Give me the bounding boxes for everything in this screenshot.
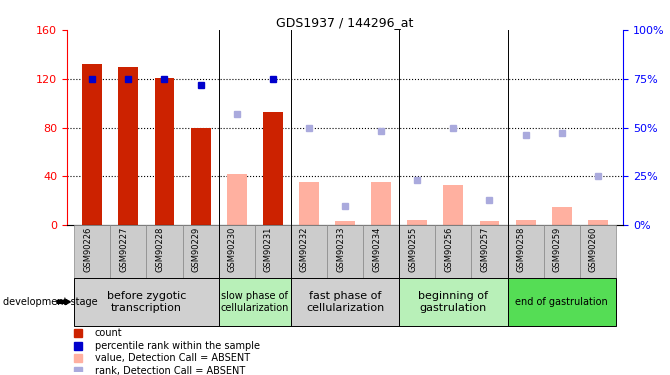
Bar — [508, 225, 543, 278]
Text: slow phase of
cellularization: slow phase of cellularization — [220, 291, 289, 313]
Bar — [74, 278, 218, 326]
Bar — [218, 225, 255, 278]
Bar — [182, 225, 218, 278]
Bar — [371, 182, 391, 225]
Text: GSM90226: GSM90226 — [83, 226, 92, 272]
Bar — [436, 225, 472, 278]
Bar — [327, 225, 363, 278]
Bar — [191, 128, 210, 225]
Bar — [472, 225, 508, 278]
Bar — [263, 112, 283, 225]
Bar — [580, 225, 616, 278]
Bar — [552, 207, 572, 225]
Bar — [226, 174, 247, 225]
Text: GSM90256: GSM90256 — [444, 226, 454, 272]
Text: GSM90234: GSM90234 — [372, 226, 381, 272]
Bar — [588, 220, 608, 225]
Bar — [335, 221, 355, 225]
Text: GSM90260: GSM90260 — [589, 226, 598, 272]
Bar — [155, 78, 174, 225]
Bar — [291, 278, 399, 326]
Text: GSM90228: GSM90228 — [155, 226, 165, 272]
Text: GSM90257: GSM90257 — [480, 226, 490, 272]
Text: GSM90258: GSM90258 — [517, 226, 525, 272]
Bar — [399, 278, 508, 326]
Text: GSM90231: GSM90231 — [264, 226, 273, 272]
Bar — [111, 225, 147, 278]
Bar — [119, 67, 138, 225]
Bar — [508, 278, 616, 326]
Bar — [74, 225, 111, 278]
Text: value, Detection Call = ABSENT: value, Detection Call = ABSENT — [95, 353, 250, 363]
Bar — [407, 220, 427, 225]
Text: development stage: development stage — [3, 297, 98, 307]
Text: fast phase of
cellularization: fast phase of cellularization — [306, 291, 384, 313]
Bar — [218, 278, 291, 326]
Text: beginning of
gastrulation: beginning of gastrulation — [418, 291, 488, 313]
Bar — [363, 225, 399, 278]
Bar — [399, 225, 436, 278]
Title: GDS1937 / 144296_at: GDS1937 / 144296_at — [276, 16, 414, 29]
Text: end of gastrulation: end of gastrulation — [515, 297, 608, 307]
Bar — [82, 64, 103, 225]
Bar — [543, 225, 580, 278]
Text: GSM90232: GSM90232 — [300, 226, 309, 272]
Text: GSM90233: GSM90233 — [336, 226, 345, 272]
Bar — [291, 225, 327, 278]
Text: GSM90259: GSM90259 — [553, 226, 561, 272]
Text: rank, Detection Call = ABSENT: rank, Detection Call = ABSENT — [95, 366, 245, 375]
Bar — [147, 225, 182, 278]
Bar — [255, 225, 291, 278]
Text: GSM90255: GSM90255 — [408, 226, 417, 272]
Text: GSM90227: GSM90227 — [119, 226, 129, 272]
Text: GSM90229: GSM90229 — [192, 226, 200, 272]
Text: count: count — [95, 328, 123, 338]
Text: GSM90230: GSM90230 — [228, 226, 237, 272]
Bar — [299, 182, 319, 225]
Bar — [516, 220, 535, 225]
Text: percentile rank within the sample: percentile rank within the sample — [95, 340, 260, 351]
Bar — [480, 221, 499, 225]
Text: before zygotic
transcription: before zygotic transcription — [107, 291, 186, 313]
Bar — [444, 185, 464, 225]
